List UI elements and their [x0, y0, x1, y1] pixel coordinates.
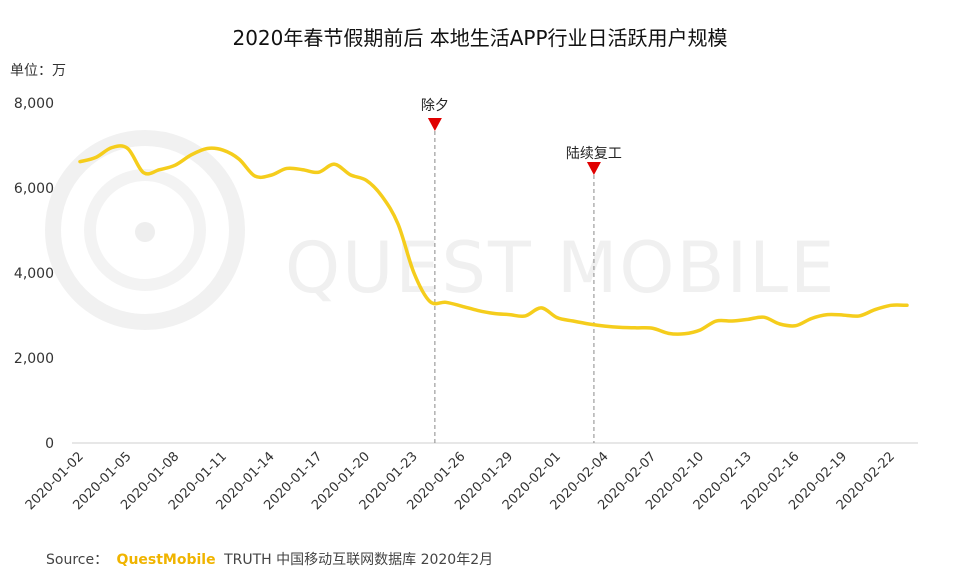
annotation-label: 除夕 — [421, 98, 449, 114]
chart-title: 2020年春节假期前后 本地生活APP行业日活跃用户规模 — [232, 26, 728, 50]
source-line: Source： QuestMobile TRUTH 中国移动互联网数据库 202… — [46, 549, 493, 569]
watermark-logo-icon — [45, 130, 245, 330]
annotation-label: 陆续复工 — [566, 145, 622, 162]
watermark-text: QUEST MOBILE — [285, 227, 836, 309]
unit-label: 单位：万 — [10, 63, 66, 79]
y-tick-label: 4,000 — [14, 266, 54, 282]
annotation-marker-icon — [427, 118, 442, 131]
y-axis-ticks: 0 2,000 4,000 6,000 8,000 — [14, 96, 54, 452]
y-tick-label: 8,000 — [14, 96, 54, 112]
source-suffix: TRUTH 中国移动互联网数据库 2020年2月 — [224, 552, 494, 568]
series-line — [78, 144, 909, 336]
y-tick-label: 2,000 — [14, 351, 54, 367]
source-brand: QuestMobile — [116, 552, 216, 568]
y-tick-label: 6,000 — [14, 181, 54, 197]
line-chart: QUEST MOBILE 0 2,000 4,000 6,000 8,000 除夕陆续复… — [14, 96, 918, 513]
x-axis-ticks: 2020-01-022020-01-052020-01-082020-01-11… — [23, 449, 898, 513]
y-tick-label: 0 — [45, 436, 54, 452]
annotation-marker-icon — [586, 162, 601, 175]
source-prefix: Source： — [46, 552, 109, 568]
